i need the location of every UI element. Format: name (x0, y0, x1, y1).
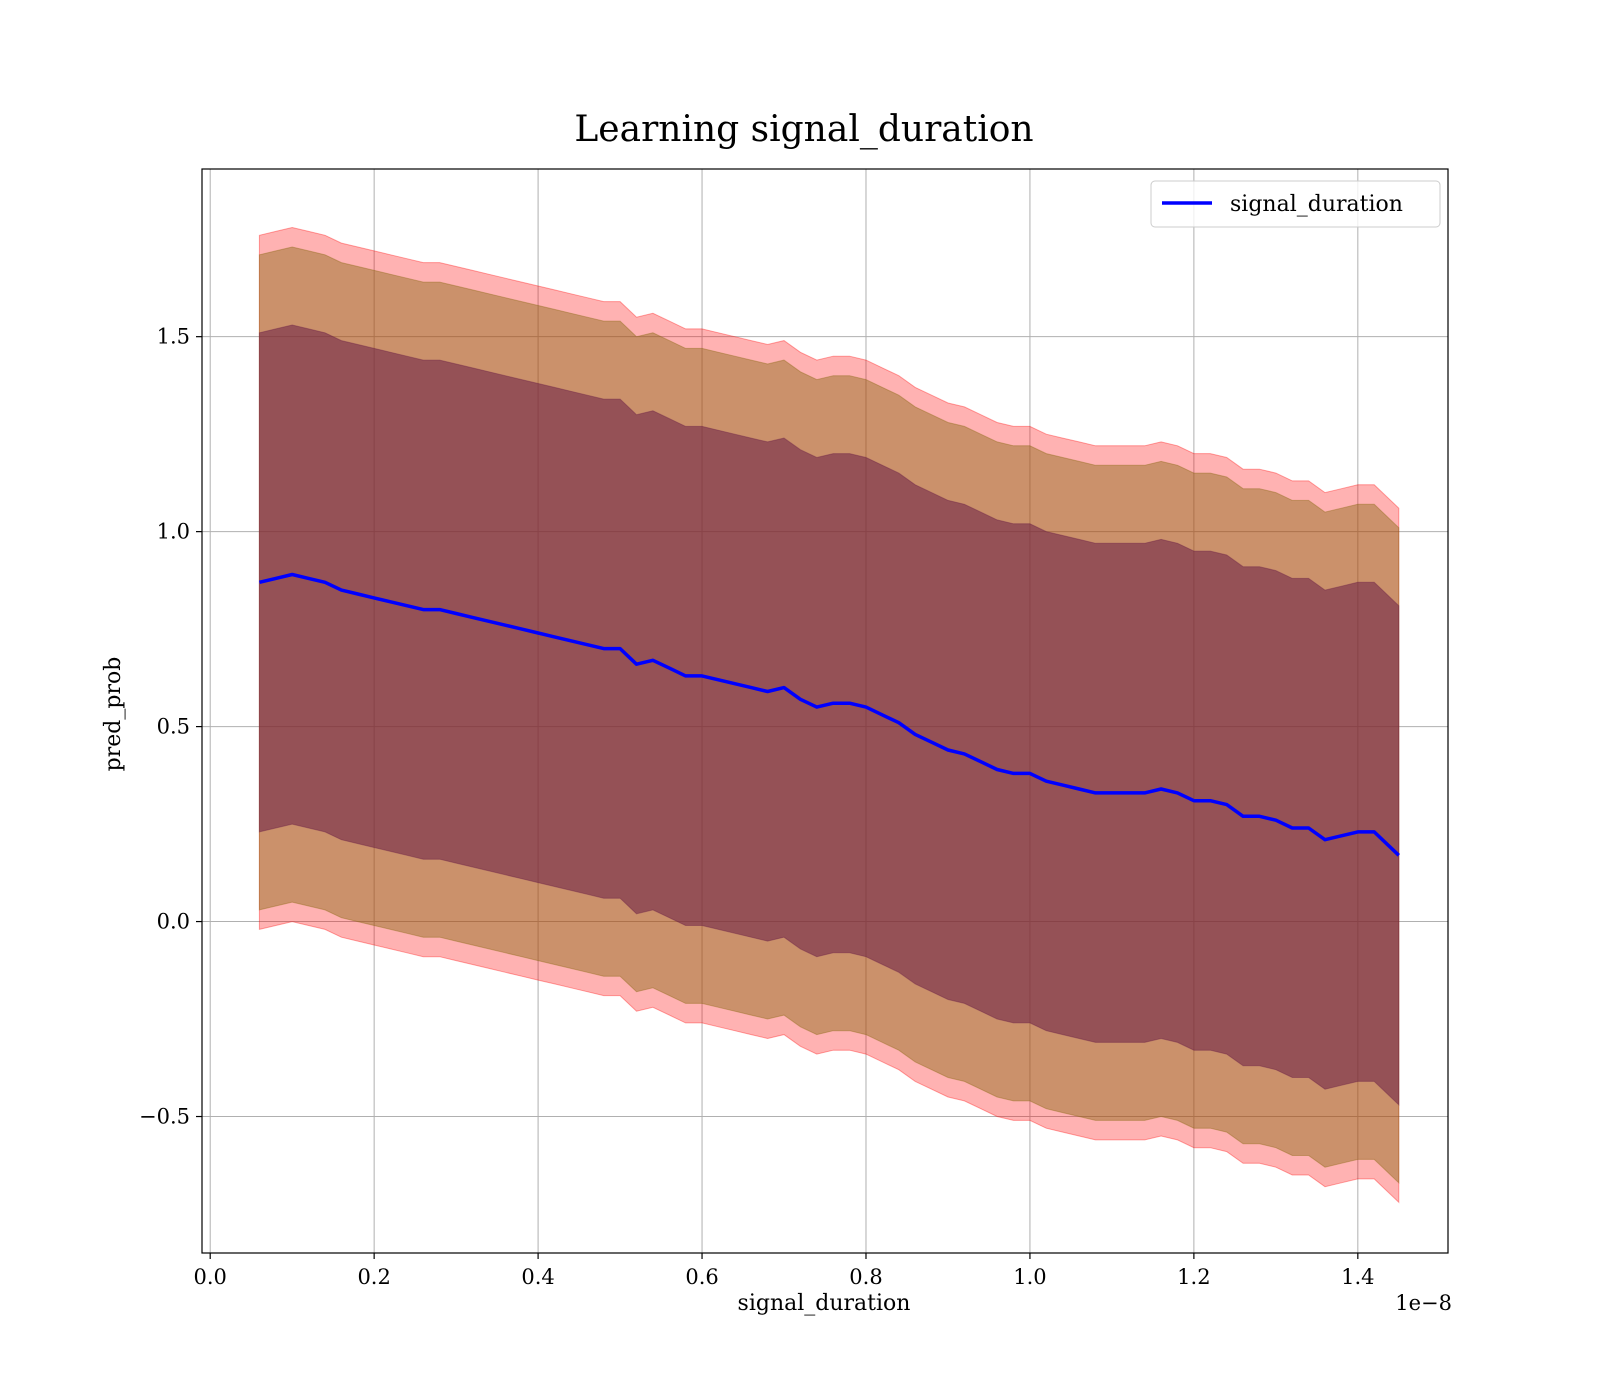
x-tick-label: 0.0 (193, 1265, 226, 1289)
x-tick-label: 1.4 (1341, 1265, 1374, 1289)
confidence-bands (258, 226, 1400, 1204)
legend: signal_duration (1150, 180, 1441, 228)
plot-area-frame (201, 168, 1449, 1254)
chart-title: Learning signal_duration (574, 109, 1033, 150)
y-tick-label: 0.5 (157, 715, 190, 739)
x-axis-label: signal_duration (738, 1291, 911, 1316)
x-axis-ticks: 0.0 0.2 0.4 0.6 0.8 1.0 1.2 1.4 (193, 1253, 1375, 1289)
x-tick-label: 0.2 (357, 1265, 390, 1289)
y-axis-label: pred_prob (101, 657, 126, 772)
x-tick-label: 1.0 (1013, 1265, 1046, 1289)
legend-frame (1150, 180, 1441, 228)
x-tick-label: 1.2 (1177, 1265, 1210, 1289)
y-tick-label: 1.5 (157, 325, 190, 349)
x-tick-label: 0.8 (849, 1265, 882, 1289)
inner-confidence-band (258, 324, 1400, 1106)
x-tick-label: 0.4 (521, 1265, 554, 1289)
y-tick-label: 0.0 (157, 910, 190, 934)
x-tick-label: 0.6 (685, 1265, 718, 1289)
x-axis-offset-label: 1e−8 (1395, 1291, 1452, 1315)
series-line-signal-duration (258, 572, 1401, 857)
y-tick-label: −0.5 (139, 1105, 190, 1129)
y-tick-label: 1.0 (157, 520, 190, 544)
legend-entry-label: signal_duration (1230, 192, 1403, 217)
y-axis-ticks: −0.5 0.0 0.5 1.0 1.5 (139, 325, 202, 1129)
series-lines (258, 572, 1401, 857)
